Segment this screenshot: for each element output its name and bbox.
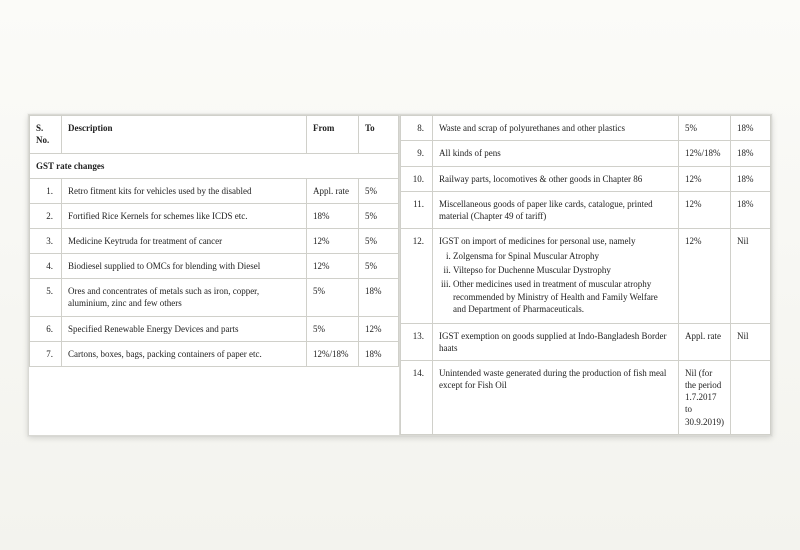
cell-desc: Ores and concentrates of metals such as … — [62, 279, 307, 316]
cell-to: 18% — [359, 279, 399, 316]
cell-from: 12%/18% — [307, 341, 359, 366]
table-row: 7. Cartons, boxes, bags, packing contain… — [30, 341, 399, 366]
cell-from: 5% — [679, 116, 731, 141]
cell-from: 18% — [307, 203, 359, 228]
col-desc: Description — [62, 116, 307, 153]
cell-from: 5% — [307, 316, 359, 341]
cell-to: 18% — [731, 116, 771, 141]
table-row: 14. Unintended waste generated during th… — [401, 361, 771, 435]
cell-desc: Biodiesel supplied to OMCs for blending … — [62, 254, 307, 279]
cell-no: 12. — [401, 228, 433, 323]
gst-table-right: 8. Waste and scrap of polyurethanes and … — [400, 115, 771, 435]
cell-from: 12% — [307, 228, 359, 253]
cell-from: 5% — [307, 279, 359, 316]
cell-no: 11. — [401, 191, 433, 228]
cell-no: 5. — [30, 279, 62, 316]
cell-desc: IGST exemption on goods supplied at Indo… — [433, 323, 679, 360]
cell-no: 9. — [401, 141, 433, 166]
cell-to: Nil — [731, 323, 771, 360]
cell-no: 1. — [30, 178, 62, 203]
table-row: 3. Medicine Keytruda for treatment of ca… — [30, 228, 399, 253]
cell-from: Nil (for the period 1.7.2017 to 30.9.201… — [679, 361, 731, 435]
table-row: 12. IGST on import of medicines for pers… — [401, 228, 771, 323]
section-title: GST rate changes — [30, 153, 399, 178]
sub-list: Zolgensma for Spinal Muscular Atrophy Vi… — [439, 250, 672, 315]
cell-to: 5% — [359, 178, 399, 203]
cell-from: 12% — [679, 191, 731, 228]
cell-to: 18% — [359, 341, 399, 366]
stage: S. No. Description From To GST rate chan… — [0, 0, 800, 550]
table-row: 9. All kinds of pens 12%/18% 18% — [401, 141, 771, 166]
cell-to: 18% — [731, 166, 771, 191]
sub-item: Viltepso for Duchenne Muscular Dystrophy — [453, 264, 672, 276]
cell-desc: Retro fitment kits for vehicles used by … — [62, 178, 307, 203]
document-sheet: S. No. Description From To GST rate chan… — [28, 114, 772, 436]
cell-to: 5% — [359, 228, 399, 253]
cell-no: 3. — [30, 228, 62, 253]
sub-item: Zolgensma for Spinal Muscular Atrophy — [453, 250, 672, 262]
cell-desc: Waste and scrap of polyurethanes and oth… — [433, 116, 679, 141]
table-row: 6. Specified Renewable Energy Devices an… — [30, 316, 399, 341]
table-row: 8. Waste and scrap of polyurethanes and … — [401, 116, 771, 141]
cell-to — [731, 361, 771, 435]
table-row: 2. Fortified Rice Kernels for schemes li… — [30, 203, 399, 228]
cell-desc: Miscellaneous goods of paper like cards,… — [433, 191, 679, 228]
table-row: 10. Railway parts, locomotives & other g… — [401, 166, 771, 191]
table-row: 13. IGST exemption on goods supplied at … — [401, 323, 771, 360]
col-to: To — [359, 116, 399, 153]
cell-no: 8. — [401, 116, 433, 141]
cell-no: 7. — [30, 341, 62, 366]
cell-to: 5% — [359, 203, 399, 228]
cell-from: Appl. rate — [679, 323, 731, 360]
cell-no: 6. — [30, 316, 62, 341]
table-header-row: S. No. Description From To — [30, 116, 399, 153]
cell-no: 10. — [401, 166, 433, 191]
cell-desc: Specified Renewable Energy Devices and p… — [62, 316, 307, 341]
cell-desc: Unintended waste generated during the pr… — [433, 361, 679, 435]
cell-no: 13. — [401, 323, 433, 360]
table-row: 5. Ores and concentrates of metals such … — [30, 279, 399, 316]
cell-to: 18% — [731, 141, 771, 166]
gst-table-left: S. No. Description From To GST rate chan… — [29, 115, 399, 367]
left-column: S. No. Description From To GST rate chan… — [29, 115, 400, 435]
cell-desc-text: IGST on import of medicines for personal… — [439, 236, 636, 246]
cell-desc: Medicine Keytruda for treatment of cance… — [62, 228, 307, 253]
col-from: From — [307, 116, 359, 153]
cell-from: 12% — [679, 228, 731, 323]
cell-to: 12% — [359, 316, 399, 341]
cell-no: 4. — [30, 254, 62, 279]
cell-from: 12% — [307, 254, 359, 279]
col-sno: S. No. — [30, 116, 62, 153]
cell-desc: Cartons, boxes, bags, packing containers… — [62, 341, 307, 366]
table-row: 11. Miscellaneous goods of paper like ca… — [401, 191, 771, 228]
cell-no: 14. — [401, 361, 433, 435]
cell-desc: IGST on import of medicines for personal… — [433, 228, 679, 323]
table-row: 1. Retro fitment kits for vehicles used … — [30, 178, 399, 203]
cell-from: Appl. rate — [307, 178, 359, 203]
cell-from: 12%/18% — [679, 141, 731, 166]
table-row: 4. Biodiesel supplied to OMCs for blendi… — [30, 254, 399, 279]
cell-no: 2. — [30, 203, 62, 228]
cell-to: 5% — [359, 254, 399, 279]
cell-desc: Railway parts, locomotives & other goods… — [433, 166, 679, 191]
sub-item: Other medicines used in treatment of mus… — [453, 278, 672, 314]
cell-to: 18% — [731, 191, 771, 228]
right-column: 8. Waste and scrap of polyurethanes and … — [400, 115, 771, 435]
section-row: GST rate changes — [30, 153, 399, 178]
cell-desc: Fortified Rice Kernels for schemes like … — [62, 203, 307, 228]
cell-from: 12% — [679, 166, 731, 191]
cell-to: Nil — [731, 228, 771, 323]
cell-desc: All kinds of pens — [433, 141, 679, 166]
